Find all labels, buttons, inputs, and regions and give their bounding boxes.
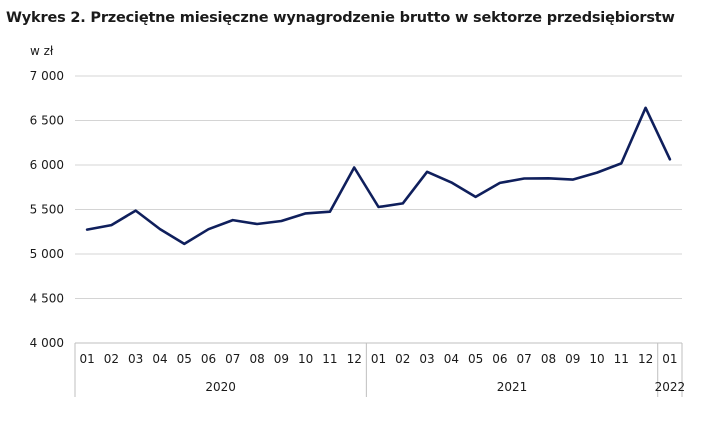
x-tick-label: 01 — [371, 352, 386, 366]
year-label: 2021 — [497, 380, 528, 394]
x-tick-label: 05 — [468, 352, 483, 366]
x-tick-label: 03 — [128, 352, 143, 366]
x-tick-label: 01 — [662, 352, 677, 366]
x-tick-label: 10 — [298, 352, 313, 366]
series-line — [85, 106, 672, 246]
x-tick-label: 07 — [517, 352, 532, 366]
year-label: 2020 — [205, 380, 236, 394]
x-tick-label: 05 — [177, 352, 192, 366]
x-tick-label: 09 — [274, 352, 289, 366]
x-tick-label: 06 — [201, 352, 216, 366]
y-tick-label: 5 500 — [30, 203, 64, 217]
x-tick-label: 12 — [347, 352, 362, 366]
x-tick-label: 12 — [638, 352, 653, 366]
x-tick-label: 06 — [492, 352, 507, 366]
x-tick-label: 04 — [152, 352, 167, 366]
x-tick-label: 10 — [589, 352, 604, 366]
y-tick-label: 7 000 — [30, 69, 64, 83]
x-tick-label: 08 — [541, 352, 556, 366]
year-label: 2022 — [655, 380, 686, 394]
y-tick-label: 4 000 — [30, 336, 64, 350]
x-tick-label: 02 — [104, 352, 119, 366]
x-tick-label: 03 — [419, 352, 434, 366]
x-tick-label: 11 — [322, 352, 337, 366]
y-tick-label: 6 500 — [30, 114, 64, 128]
x-tick-label: 08 — [249, 352, 264, 366]
x-tick-label: 01 — [79, 352, 94, 366]
x-tick-label: 09 — [565, 352, 580, 366]
y-axis-unit-label: w zł — [30, 44, 54, 58]
x-tick-label: 07 — [225, 352, 240, 366]
y-tick-label: 4 500 — [30, 292, 64, 306]
y-tick-label: 5 000 — [30, 247, 64, 261]
y-tick-label: 6 000 — [30, 158, 64, 172]
chart-title: Wykres 2. Przeciętne miesięczne wynagrod… — [6, 10, 675, 26]
x-tick-label: 02 — [395, 352, 410, 366]
x-tick-label: 11 — [614, 352, 629, 366]
x-tick-label: 04 — [444, 352, 459, 366]
